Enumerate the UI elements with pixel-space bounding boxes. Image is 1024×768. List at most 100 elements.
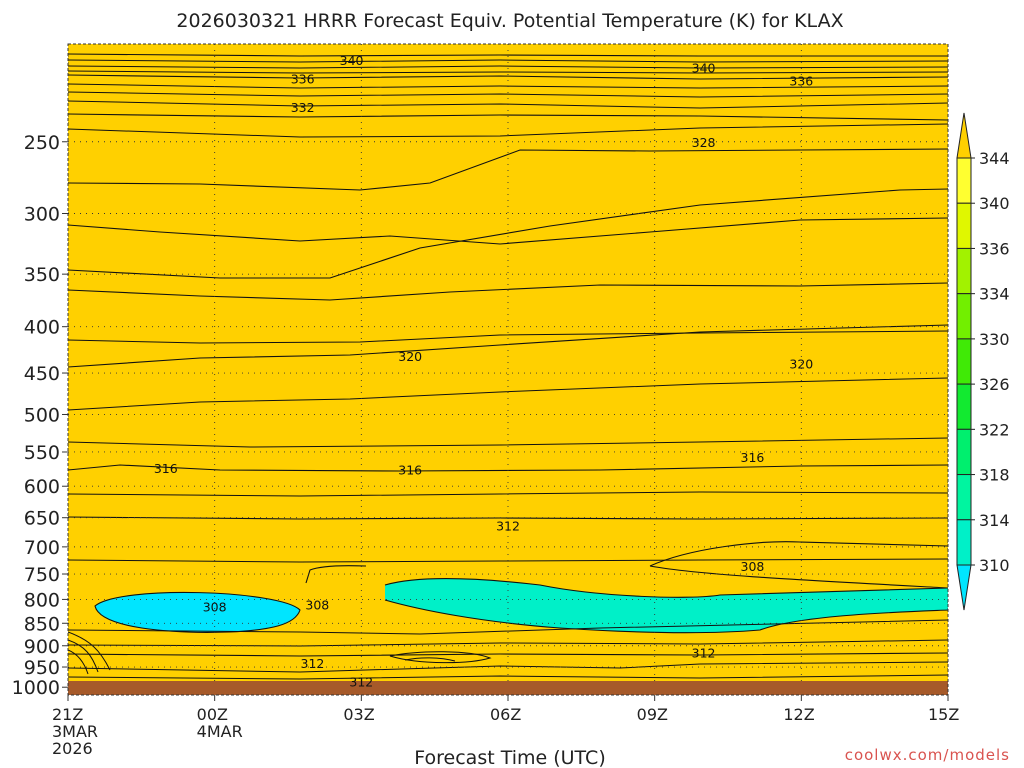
- colorbar: 310 314 318 322 326 330 334 336 340 344: [956, 112, 1010, 611]
- contour-label: 340: [340, 53, 364, 68]
- contour-line: [68, 491, 948, 497]
- contour-line: [384, 578, 948, 598]
- colorbar-label: 336: [979, 239, 1010, 258]
- contour-line: [649, 541, 948, 567]
- contour-line: [68, 100, 948, 109]
- plot-area: 340 340 336 336 332 328 320 320 316 316 316 312 308 3…: [68, 44, 948, 695]
- grid-lines: [68, 44, 948, 695]
- y-tick-label: 500: [24, 404, 60, 426]
- contour-label: 336: [291, 72, 315, 87]
- x-tick-sublabel: 4MAR: [197, 722, 243, 741]
- contour-label: 312: [692, 645, 716, 660]
- x-tick-label: 15Z: [928, 705, 959, 724]
- y-tick-label: 300: [24, 203, 60, 225]
- contour-labels: 340 340 336 336 332 328 320 320 316 316 316 312 308 3…: [154, 53, 813, 689]
- colorbar-swatch: [956, 428, 972, 476]
- contour-label: 312: [301, 656, 325, 671]
- contour-line: [68, 324, 948, 368]
- contour-label: 320: [398, 349, 422, 364]
- contour-lines: [68, 53, 948, 680]
- band: [385, 578, 948, 633]
- contour-line: [649, 565, 948, 589]
- contour-line: [68, 377, 948, 411]
- y-tick-label: 650: [24, 508, 60, 530]
- ground-fill: [68, 681, 948, 695]
- x-tick-label: 09Z: [637, 705, 668, 724]
- contour-line: [68, 53, 948, 57]
- contour-line: [68, 330, 948, 344]
- colorbar-label: 344: [979, 149, 1010, 168]
- colorbar-label: 314: [979, 511, 1010, 530]
- contour-line: [68, 65, 948, 69]
- x-tick-sublabel: 2026: [52, 739, 93, 758]
- contour-line: [68, 619, 948, 635]
- contour-label: 320: [789, 356, 813, 371]
- y-axis: 2503003504004505005506006507007508008509…: [12, 132, 68, 699]
- contour-label: 316: [741, 450, 765, 465]
- ground-layer: [68, 681, 948, 695]
- contour-line: [68, 70, 948, 74]
- colorbar-swatch: [956, 383, 972, 430]
- y-tick-label: 950: [24, 657, 60, 679]
- contour-line: [404, 657, 456, 662]
- contour-line: [68, 123, 948, 138]
- colorbar-extend-top: [956, 112, 972, 159]
- contour-line: [68, 113, 948, 121]
- colorbar-label: 326: [979, 375, 1010, 394]
- contour-label: 336: [789, 74, 813, 89]
- contour-line: [68, 558, 948, 563]
- y-tick-label: 750: [24, 564, 60, 586]
- colorbar-swatch: [956, 202, 972, 249]
- y-tick-label: 600: [24, 476, 60, 498]
- colorbar-label: 322: [979, 420, 1010, 439]
- contour-line: [384, 599, 948, 634]
- y-tick-label: 1000: [12, 677, 60, 699]
- contour-label: 340: [692, 60, 716, 75]
- contour-label: 312: [496, 519, 520, 534]
- contour-label: 312: [349, 674, 373, 689]
- x-tick-label: 00Z: [197, 705, 228, 724]
- contour-line: [305, 565, 367, 584]
- contour-label: 308: [203, 600, 227, 615]
- y-tick-label: 350: [24, 264, 60, 286]
- contour-line: [68, 674, 948, 680]
- x-tick-sublabel: 3MAR: [52, 722, 98, 741]
- contour-label: 308: [741, 559, 765, 574]
- contour-label: 332: [291, 100, 315, 115]
- contour-line: [68, 188, 948, 279]
- y-tick-label: 450: [24, 363, 60, 385]
- contour-label: 328: [692, 135, 716, 150]
- colorbar-label: 310: [979, 556, 1010, 575]
- colorbar-swatch: [956, 338, 972, 385]
- colorbar-swatch: [956, 519, 972, 566]
- y-tick-label: 700: [24, 537, 60, 559]
- x-tick-label: 21Z: [52, 705, 83, 724]
- contour-line: [68, 59, 948, 63]
- contour-line: [68, 148, 948, 191]
- contour-label: 308: [305, 597, 329, 612]
- y-tick-label: 550: [24, 442, 60, 464]
- colorbar-label: 318: [979, 466, 1010, 485]
- contour-line: [68, 639, 948, 647]
- colorbar-swatch: [956, 247, 972, 295]
- y-tick-label: 800: [24, 589, 60, 611]
- colorbar-label: 330: [979, 330, 1010, 349]
- colorbar-label: 334: [979, 285, 1010, 304]
- contour-line: [68, 631, 111, 675]
- contour-line: [68, 437, 948, 448]
- contour-label: 316: [154, 461, 178, 476]
- x-tick-label: 12Z: [783, 705, 814, 724]
- colorbar-label: 340: [979, 194, 1010, 213]
- contour-line: [68, 74, 948, 80]
- colorbar-swatch: [956, 474, 972, 521]
- contour-line: [68, 217, 948, 245]
- chart-title: 2026030321 HRRR Forecast Equiv. Potentia…: [176, 10, 843, 32]
- contour-line: [68, 83, 948, 89]
- contour-line: [68, 91, 948, 98]
- y-tick-label: 400: [24, 317, 60, 339]
- contour-label: 316: [398, 462, 422, 477]
- y-tick-label: 850: [24, 613, 60, 635]
- x-tick-label: 03Z: [343, 705, 374, 724]
- credit-text: coolwx.com/models: [845, 746, 1010, 764]
